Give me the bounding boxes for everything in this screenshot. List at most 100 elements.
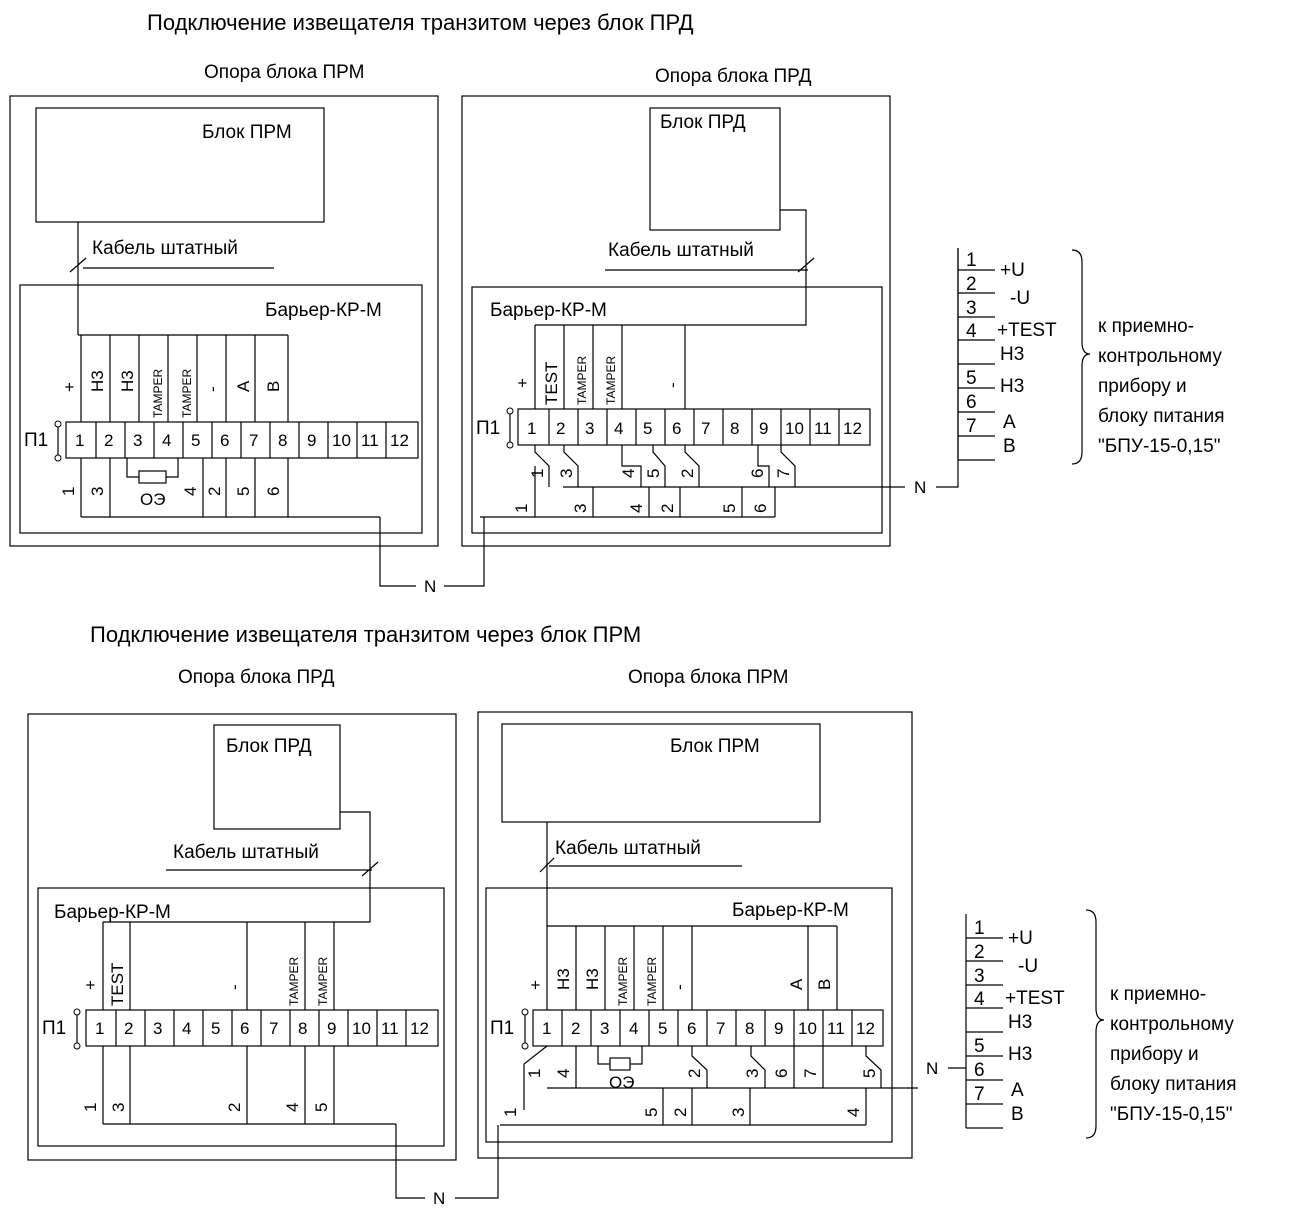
svg-text:5: 5: [191, 431, 200, 450]
svg-text:11: 11: [381, 1019, 399, 1038]
top-left-board-label: Барьер-КР-М: [265, 300, 382, 321]
svg-text:8: 8: [298, 1019, 307, 1038]
svg-text:5: 5: [720, 504, 739, 513]
bottom-connector: [965, 914, 1003, 1129]
svg-text:8: 8: [730, 419, 739, 438]
svg-text:контрольному: контрольному: [1098, 346, 1222, 367]
top-left-board: [19, 284, 423, 534]
svg-text:5: 5: [211, 1019, 220, 1038]
svg-text:А: А: [787, 978, 806, 990]
svg-text:+TEST: +TEST: [997, 320, 1057, 341]
svg-text:1: 1: [974, 918, 985, 939]
svg-text:прибору и: прибору и: [1098, 376, 1187, 397]
svg-text:4: 4: [974, 989, 985, 1010]
bottom-left-unit-label: Блок ПРД: [226, 736, 312, 757]
svg-text:11: 11: [814, 419, 832, 438]
svg-text:+TEST: +TEST: [1005, 988, 1065, 1009]
top-right-unit-box: [649, 107, 781, 231]
svg-text:2: 2: [966, 274, 977, 295]
svg-text:1: 1: [95, 1019, 104, 1038]
svg-text:-: -: [663, 382, 682, 388]
bottom-left-terminal-strip: [85, 1009, 439, 1047]
svg-text:4: 4: [627, 504, 646, 513]
svg-text:3: 3: [109, 1103, 128, 1112]
svg-text:6: 6: [240, 1019, 249, 1038]
svg-text:+: +: [513, 378, 532, 388]
svg-text:+U: +U: [1000, 260, 1025, 281]
svg-text:11: 11: [361, 431, 379, 450]
svg-text:Н3: Н3: [118, 370, 137, 392]
svg-text:-: -: [670, 984, 689, 990]
bottom-left-unit-box: [213, 724, 341, 830]
svg-text:7: 7: [701, 419, 710, 438]
svg-text:4: 4: [283, 1103, 302, 1112]
svg-text:+: +: [81, 980, 100, 990]
bottom-right-support-label: Опора блока ПРМ: [628, 667, 788, 688]
bottom-right-unit-label: Блок ПРМ: [670, 736, 760, 757]
svg-text:В: В: [264, 381, 283, 392]
svg-text:-: -: [203, 386, 222, 392]
svg-text:6: 6: [264, 487, 283, 496]
bottom-right-cable-label: Кабель штатный: [555, 838, 701, 859]
svg-text:8: 8: [278, 431, 287, 450]
svg-text:А: А: [1011, 1080, 1024, 1101]
svg-text:3: 3: [966, 298, 977, 319]
svg-text:1: 1: [528, 469, 547, 478]
svg-text:6: 6: [672, 419, 681, 438]
svg-text:блоку питания: блоку питания: [1110, 1074, 1237, 1095]
top-right-junction-node: [906, 472, 936, 502]
bottom-left-board-label: Барьер-КР-М: [54, 902, 171, 923]
top-connector-note: к приемно- контрольному прибору и блоку …: [1098, 316, 1225, 457]
svg-text:5: 5: [643, 419, 652, 438]
svg-text:-U: -U: [1010, 288, 1030, 309]
bottom-left-cable-label: Кабель штатный: [173, 842, 319, 863]
top-right-support-frame: [461, 95, 891, 547]
svg-text:Н3: Н3: [1008, 1012, 1032, 1033]
svg-text:N: N: [433, 1189, 445, 1208]
svg-text:3: 3: [974, 966, 985, 987]
svg-text:Н3: Н3: [583, 968, 602, 990]
svg-text:4: 4: [844, 1108, 863, 1117]
svg-text:TEST: TEST: [542, 362, 561, 405]
svg-text:TAMPER: TAMPER: [604, 356, 618, 405]
svg-text:ОЭ: ОЭ: [609, 1073, 634, 1092]
svg-text:6: 6: [751, 504, 770, 513]
bottom-right-support-frame: [477, 711, 913, 1159]
svg-text:10: 10: [798, 1019, 817, 1038]
svg-text:10: 10: [332, 431, 351, 450]
svg-text:1: 1: [542, 1019, 551, 1038]
svg-text:TAMPER: TAMPER: [180, 369, 194, 418]
svg-text:4: 4: [966, 321, 977, 342]
svg-text:2: 2: [671, 1108, 690, 1117]
bottom-right-unit-box: [501, 723, 821, 823]
svg-text:N: N: [914, 478, 926, 497]
svg-text:1: 1: [525, 1069, 544, 1078]
svg-text:прибору и: прибору и: [1110, 1044, 1199, 1065]
bottom-connector-note: к приемно- контрольному прибору и блоку …: [1110, 984, 1237, 1125]
svg-text:TEST: TEST: [108, 963, 127, 1006]
svg-text:6: 6: [772, 1069, 791, 1078]
bottom-right-board: [485, 887, 893, 1143]
svg-text:5: 5: [312, 1103, 331, 1112]
top-connector: [957, 248, 995, 461]
svg-text:3: 3: [600, 1019, 609, 1038]
svg-text:3: 3: [729, 1108, 748, 1117]
svg-text:2: 2: [205, 487, 224, 496]
svg-text:5: 5: [974, 1036, 985, 1057]
top-left-terminal-label: П1: [24, 430, 48, 451]
svg-text:9: 9: [774, 1019, 783, 1038]
svg-text:1: 1: [512, 504, 531, 513]
svg-text:2: 2: [685, 1069, 704, 1078]
svg-text:3: 3: [743, 1069, 762, 1078]
top-left-terminal-strip: [65, 421, 419, 459]
bottom-right-junction-node: [918, 1053, 948, 1083]
svg-text:5: 5: [644, 469, 663, 478]
svg-text:8: 8: [745, 1019, 754, 1038]
top-right-support-label: Опора блока ПРД: [655, 66, 812, 87]
bottom-left-support-label: Опора блока ПРД: [178, 667, 335, 688]
svg-text:TAMPER: TAMPER: [151, 369, 165, 418]
svg-text:В: В: [815, 979, 834, 990]
top-left-support-frame: [9, 95, 439, 547]
svg-text:+: +: [526, 980, 545, 990]
svg-text:1: 1: [81, 1103, 100, 1112]
